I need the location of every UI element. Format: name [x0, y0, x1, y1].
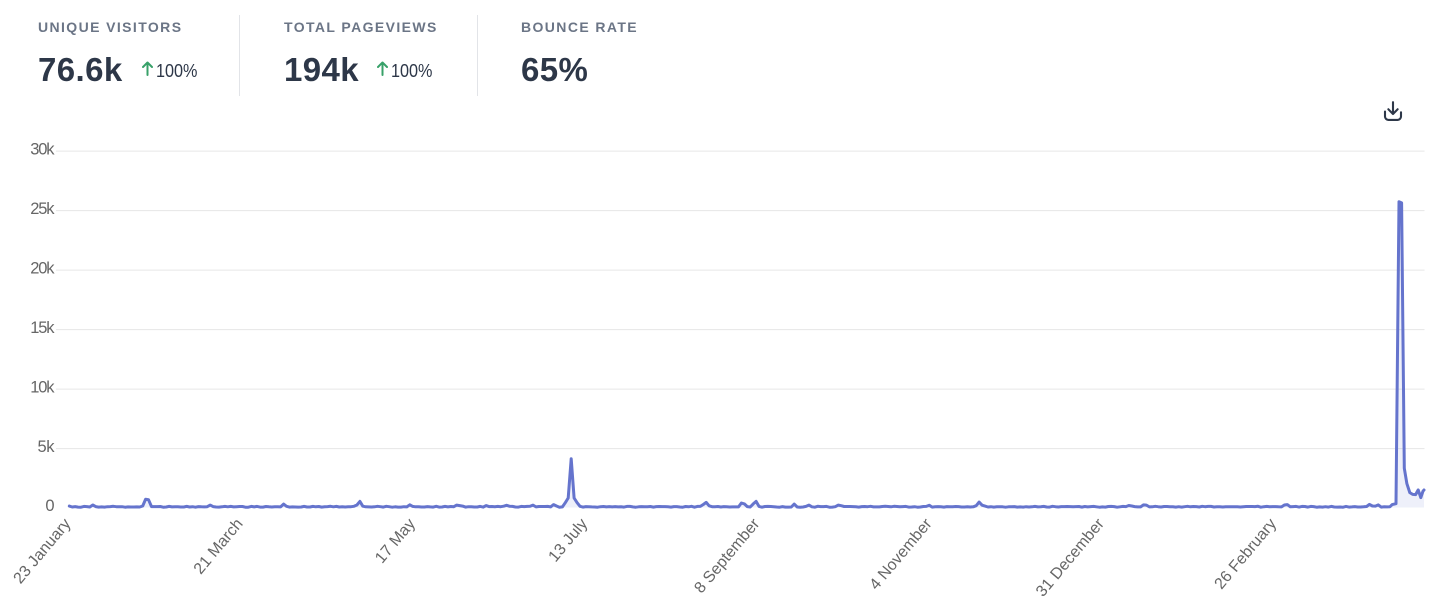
svg-text:15k: 15k — [30, 319, 55, 337]
svg-text:10k: 10k — [30, 379, 55, 397]
svg-text:0: 0 — [45, 497, 54, 515]
svg-text:8 September: 8 September — [691, 515, 763, 597]
svg-text:20k: 20k — [30, 260, 55, 278]
svg-text:30k: 30k — [30, 141, 55, 159]
svg-text:17 May: 17 May — [372, 516, 419, 567]
svg-text:23 January: 23 January — [11, 516, 75, 588]
svg-text:4 November: 4 November — [867, 515, 936, 593]
svg-text:5k: 5k — [38, 438, 56, 456]
svg-text:25k: 25k — [30, 200, 55, 218]
svg-text:21 March: 21 March — [191, 516, 247, 578]
svg-text:13 July: 13 July — [546, 516, 592, 566]
svg-text:26 February: 26 February — [1212, 516, 1280, 593]
svg-text:31 December: 31 December — [1033, 515, 1108, 600]
